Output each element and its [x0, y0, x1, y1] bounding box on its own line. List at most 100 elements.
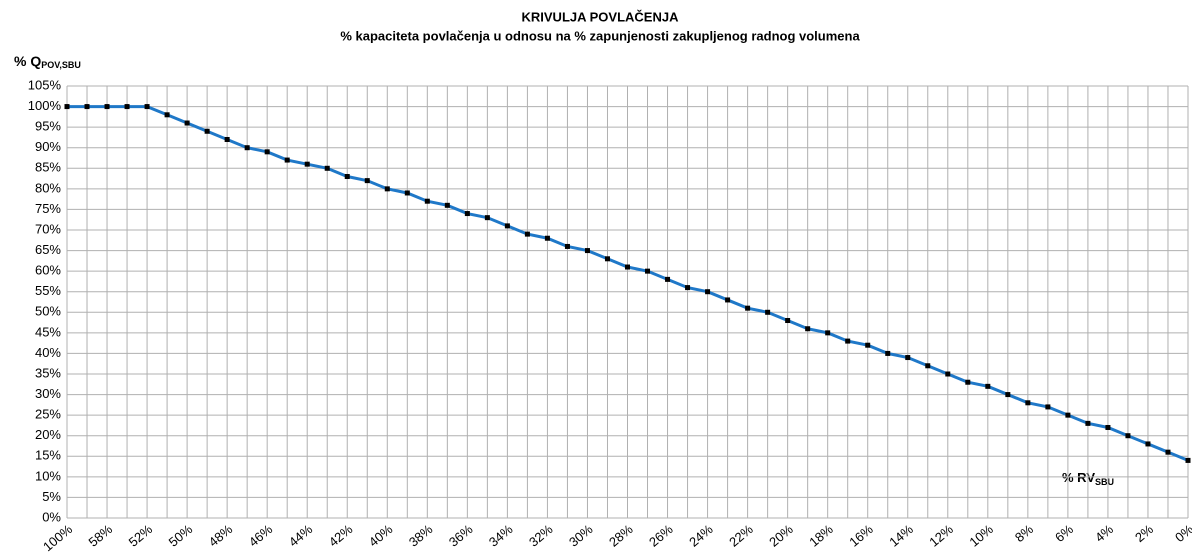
y-tick-label: 85%	[35, 160, 61, 175]
y-tick-label: 105%	[28, 77, 62, 92]
data-point	[705, 289, 711, 295]
x-tick-label: 0%	[1172, 521, 1192, 545]
y-tick-label: 75%	[35, 201, 61, 216]
data-point	[64, 104, 70, 110]
data-point	[184, 120, 190, 126]
data-point	[865, 342, 871, 348]
data-point	[1105, 424, 1111, 430]
data-point	[1165, 449, 1171, 455]
data-point	[284, 157, 290, 163]
data-point	[745, 305, 751, 311]
data-point	[604, 256, 610, 262]
x-tick-label: 44%	[286, 521, 316, 549]
data-point	[304, 161, 310, 167]
data-point	[825, 330, 831, 336]
data-point	[665, 276, 671, 282]
data-point	[524, 231, 530, 237]
x-tick-label: 38%	[406, 521, 436, 549]
data-point	[1065, 412, 1071, 418]
data-point	[765, 309, 771, 315]
x-tick-label: 22%	[726, 521, 756, 549]
x-tick-label: 58%	[86, 521, 116, 549]
y-tick-label: 65%	[35, 242, 61, 257]
data-point	[1125, 433, 1131, 439]
x-tick-label: 4%	[1092, 521, 1116, 545]
y-tick-label: 60%	[35, 263, 61, 278]
y-tick-label: 90%	[35, 139, 61, 154]
data-point	[685, 285, 691, 291]
x-tick-label: 100%	[40, 521, 75, 554]
x-axis-label-sub: SBU	[1095, 477, 1114, 487]
x-tick-label: 30%	[566, 521, 596, 549]
data-point	[564, 243, 570, 249]
x-tick-label: 24%	[686, 521, 716, 549]
y-tick-label: 55%	[35, 283, 61, 298]
data-point	[264, 149, 270, 155]
x-tick-label: 18%	[806, 521, 836, 549]
data-point	[1145, 441, 1151, 447]
data-point	[464, 211, 470, 217]
data-point	[124, 104, 130, 110]
data-point	[1185, 457, 1191, 463]
x-tick-label: 12%	[926, 521, 956, 549]
data-point	[504, 223, 510, 229]
data-point	[965, 379, 971, 385]
y-tick-label: 35%	[35, 365, 61, 380]
data-point	[925, 363, 931, 369]
data-point	[104, 104, 110, 110]
x-axis-label-main: % RV	[1062, 470, 1095, 485]
x-tick-label: 32%	[526, 521, 556, 549]
data-point	[324, 165, 330, 171]
data-point	[584, 248, 590, 254]
x-tick-label: 34%	[486, 521, 516, 549]
x-tick-label: 52%	[126, 521, 156, 549]
data-point	[544, 235, 550, 241]
x-tick-label: 40%	[366, 521, 396, 549]
data-point	[364, 178, 370, 184]
data-point	[424, 198, 430, 204]
y-tick-label: 80%	[35, 180, 61, 195]
data-point	[985, 383, 991, 389]
y-tick-label: 15%	[35, 448, 61, 463]
data-point	[885, 350, 891, 356]
data-point	[905, 355, 911, 361]
data-point	[785, 318, 791, 324]
y-tick-label: 40%	[35, 345, 61, 360]
data-point	[1085, 420, 1091, 426]
x-tick-label: 6%	[1052, 521, 1076, 545]
data-point	[725, 297, 731, 303]
y-tick-label: 30%	[35, 386, 61, 401]
data-point	[344, 174, 350, 180]
data-point	[204, 128, 210, 134]
data-point	[144, 104, 150, 110]
y-axis-label: % QPOV,SBU	[14, 53, 81, 71]
data-point	[84, 104, 90, 110]
chart-subtitle: % kapaciteta povlačenja u odnosu na % za…	[340, 28, 860, 43]
x-tick-label: 16%	[846, 521, 876, 549]
x-tick-label: 46%	[246, 521, 276, 549]
y-tick-label: 70%	[35, 221, 61, 236]
y-tick-label: 95%	[35, 119, 61, 134]
y-tick-label: 50%	[35, 304, 61, 319]
y-axis-label-main: % Q	[14, 53, 41, 69]
y-tick-label: 45%	[35, 324, 61, 339]
data-point	[404, 190, 410, 196]
y-tick-label: 25%	[35, 407, 61, 422]
x-tick-label: 50%	[166, 521, 196, 549]
y-tick-label: 20%	[35, 427, 61, 442]
x-tick-label: 42%	[326, 521, 356, 549]
y-tick-label: 10%	[35, 468, 61, 483]
data-point	[845, 338, 851, 344]
data-point	[1025, 400, 1031, 406]
x-tick-label: 20%	[766, 521, 796, 549]
data-point	[384, 186, 390, 192]
y-tick-label: 5%	[42, 489, 61, 504]
x-tick-label: 36%	[446, 521, 476, 549]
x-tick-label: 14%	[886, 521, 916, 549]
data-point	[164, 112, 170, 118]
x-tick-label: 26%	[646, 521, 676, 549]
data-point	[1045, 404, 1051, 410]
y-axis-label-sub: POV,SBU	[41, 60, 81, 70]
x-tick-label: 28%	[606, 521, 636, 549]
